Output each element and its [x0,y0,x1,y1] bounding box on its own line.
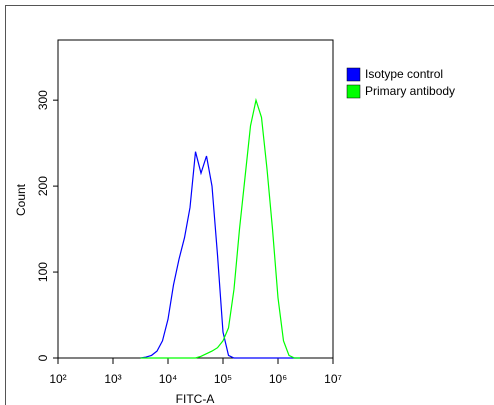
x-axis-label: FITC-A [176,392,215,405]
legend-label: Isotype control [365,67,443,81]
y-tick-label: 300 [36,90,50,110]
y-axis-label: Count [14,183,28,216]
series-line [140,97,300,359]
y-tick-label: 100 [36,262,50,282]
x-tick-label: 10⁶ [269,372,287,386]
x-tick-label: 10⁵ [214,372,232,386]
x-tick-label: 10⁷ [324,372,342,386]
x-tick-label: 10² [49,372,66,386]
y-tick-label: 0 [36,354,50,361]
x-tick-label: 10³ [104,372,121,386]
x-tick-label: 10⁴ [159,372,178,386]
plot-area [57,39,334,359]
series-line [140,151,300,359]
legend-label: Primary antibody [365,84,455,98]
legend-swatch [346,84,361,99]
legend-swatch [346,67,361,82]
y-tick-label: 200 [36,176,50,196]
frame [5,5,494,405]
